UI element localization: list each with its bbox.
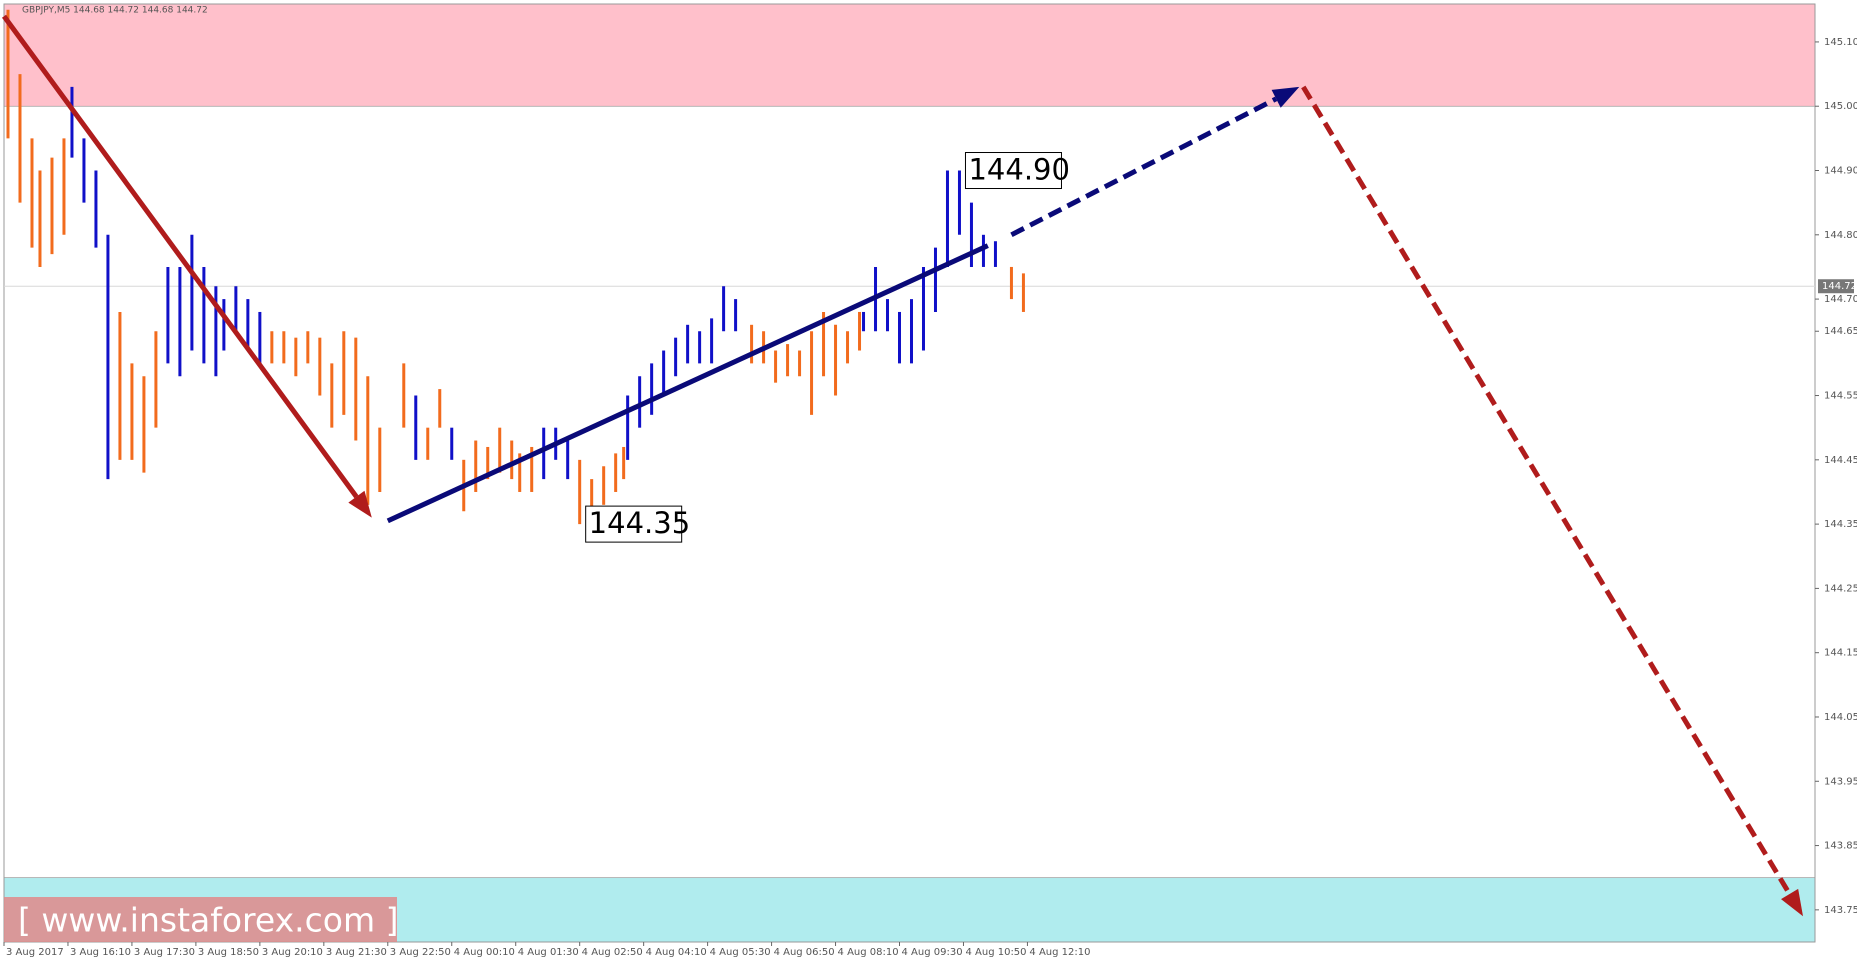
current-price-label: 144.72 bbox=[1822, 281, 1857, 292]
x-tick-label: 3 Aug 2017 bbox=[6, 947, 64, 958]
y-tick-label: 144.15 bbox=[1824, 648, 1857, 659]
y-tick-label: 144.65 bbox=[1824, 326, 1857, 337]
x-tick-label: 3 Aug 22:50 bbox=[390, 947, 451, 958]
y-tick-label: 144.55 bbox=[1824, 391, 1857, 402]
forecast-arrow bbox=[1010, 96, 1278, 238]
x-tick-label: 3 Aug 17:30 bbox=[134, 947, 195, 958]
y-tick-label: 144.45 bbox=[1824, 455, 1857, 466]
x-tick-label: 4 Aug 08:10 bbox=[838, 947, 899, 958]
x-tick-label: 4 Aug 02:50 bbox=[582, 947, 643, 958]
arrow-head bbox=[348, 490, 372, 518]
current-price-tag bbox=[1818, 279, 1854, 294]
x-tick-label: 3 Aug 20:10 bbox=[262, 947, 323, 958]
y-tick-label: 144.90 bbox=[1824, 166, 1857, 177]
y-tick-label: 144.70 bbox=[1824, 294, 1857, 305]
watermark-box bbox=[4, 897, 397, 942]
price-annotation: 144.90 bbox=[964, 152, 1070, 190]
forecast-arrow bbox=[1, 14, 359, 499]
zone bbox=[3, 3, 1816, 107]
x-tick-label: 4 Aug 10:50 bbox=[965, 947, 1026, 958]
annotation-box bbox=[964, 152, 1062, 190]
y-tick-label: 143.75 bbox=[1824, 905, 1857, 916]
arrow-head bbox=[1271, 86, 1300, 108]
x-tick-label: 4 Aug 00:10 bbox=[454, 947, 515, 958]
y-tick-label: 144.25 bbox=[1824, 583, 1857, 594]
y-tick-label: 144.05 bbox=[1824, 712, 1857, 723]
annotation-label: 144.35 bbox=[589, 506, 690, 540]
x-tick-label: 3 Aug 18:50 bbox=[198, 947, 259, 958]
x-tick-label: 4 Aug 12:10 bbox=[1029, 947, 1090, 958]
x-tick-label: 3 Aug 16:10 bbox=[70, 947, 131, 958]
x-tick-label: 4 Aug 04:10 bbox=[646, 947, 707, 958]
y-tick-label: 144.80 bbox=[1824, 230, 1857, 241]
annotation-label: 144.90 bbox=[968, 153, 1069, 187]
price-annotation: 144.35 bbox=[585, 505, 690, 543]
y-tick-label: 143.85 bbox=[1824, 841, 1857, 852]
forecast-arrow bbox=[386, 243, 989, 524]
x-tick-label: 4 Aug 01:30 bbox=[518, 947, 579, 958]
annotation-box bbox=[585, 505, 683, 543]
x-tick-label: 4 Aug 09:30 bbox=[902, 947, 963, 958]
x-tick-label: 3 Aug 21:30 bbox=[326, 947, 387, 958]
y-tick-label: 145.00 bbox=[1824, 101, 1857, 112]
forecast-arrow bbox=[1301, 85, 1792, 896]
chart-title: GBPJPY,M5 144.68 144.72 144.68 144.72 bbox=[22, 6, 208, 16]
y-tick-label: 143.95 bbox=[1824, 776, 1857, 787]
arrow-head bbox=[1781, 888, 1804, 917]
plot-frame bbox=[3, 3, 1816, 943]
watermark: [ www.instaforex.com ] bbox=[18, 901, 398, 940]
x-tick-label: 4 Aug 06:50 bbox=[774, 947, 835, 958]
y-tick-label: 145.10 bbox=[1824, 37, 1857, 48]
x-tick-label: 4 Aug 05:30 bbox=[710, 947, 771, 958]
y-tick-label: 144.35 bbox=[1824, 519, 1857, 530]
